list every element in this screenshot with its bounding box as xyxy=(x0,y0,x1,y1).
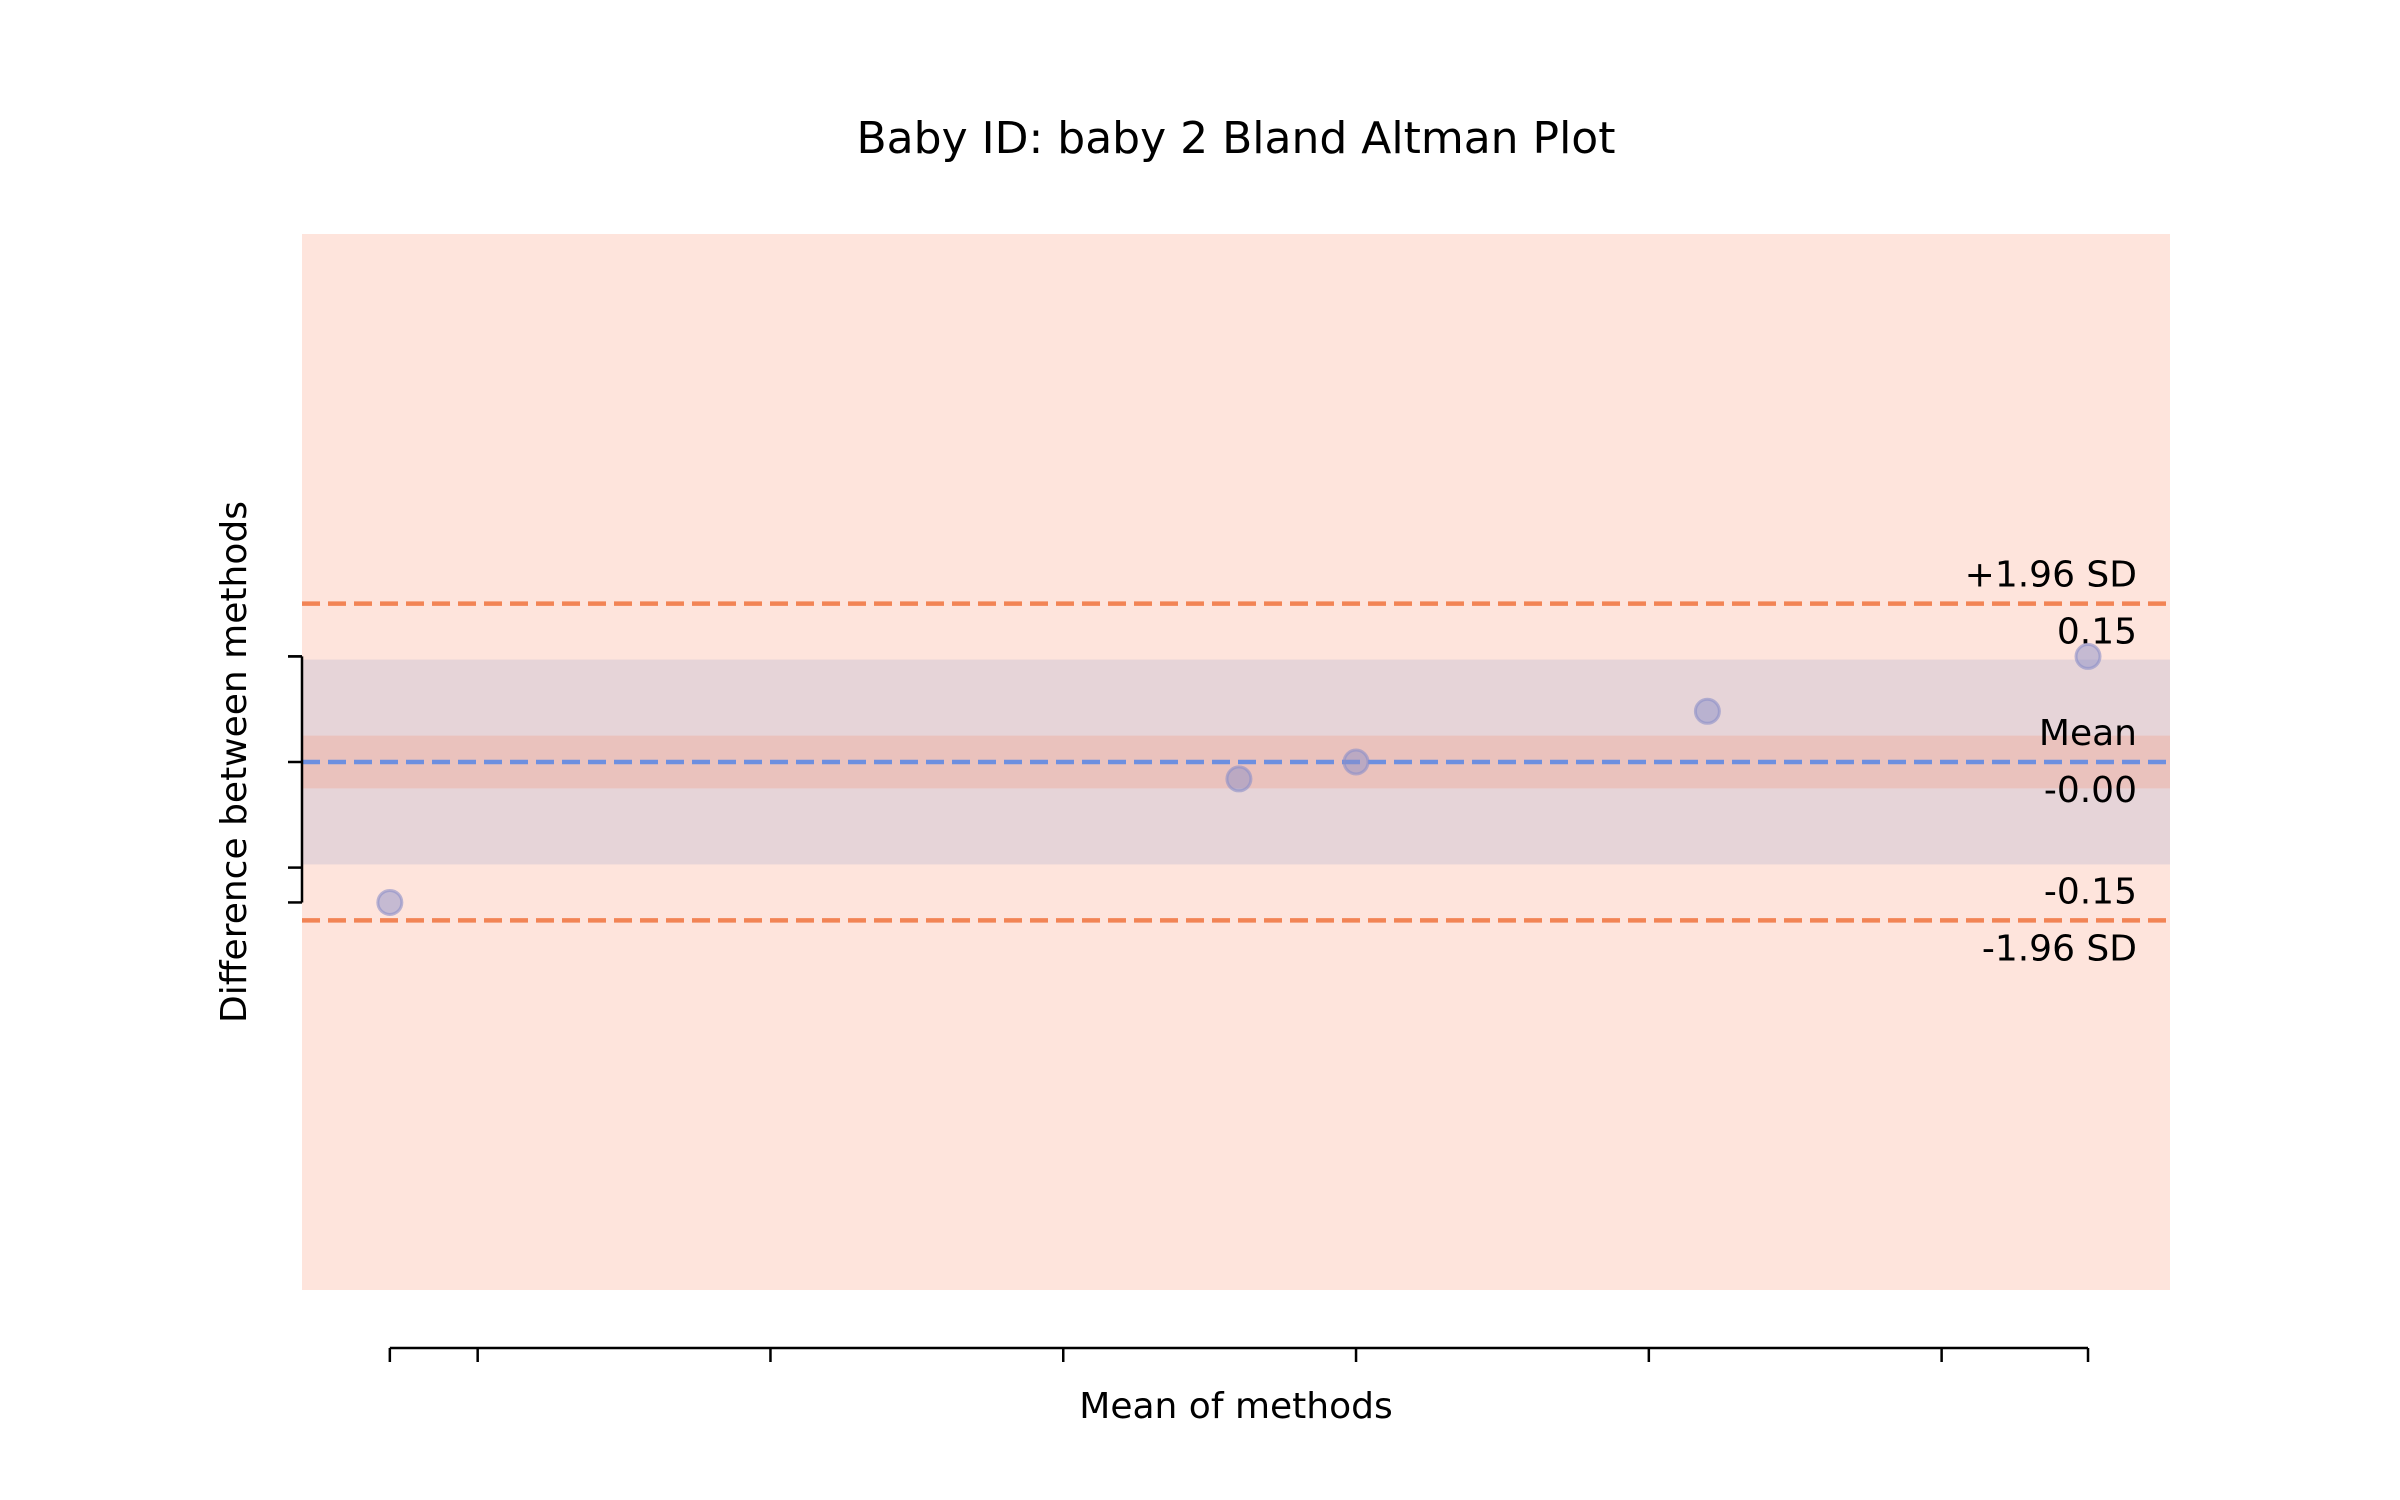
data-point xyxy=(1225,765,1253,793)
upper-loa-label: +1.96 SD xyxy=(1965,555,2137,596)
upper-loa-value: 0.15 xyxy=(2057,612,2137,653)
lower-loa-label: -1.96 SD xyxy=(1982,928,2137,969)
x-axis xyxy=(388,1346,2090,1362)
annotations: +1.96 SD 0.15 Mean -0.00 -0.15 -1.96 SD xyxy=(1965,555,2137,970)
x-axis-label: Mean of methods xyxy=(1079,1386,1392,1427)
data-point xyxy=(2074,642,2102,670)
lower-loa-value: -0.15 xyxy=(2044,871,2137,912)
data-point xyxy=(1693,697,1721,725)
data-point xyxy=(1342,748,1370,776)
y-axis xyxy=(288,655,304,904)
mean-value: -0.00 xyxy=(2044,770,2137,811)
data-points xyxy=(376,642,2102,916)
data-point xyxy=(376,888,404,916)
mean-label: Mean xyxy=(2039,713,2137,754)
plot-area xyxy=(302,234,2170,1290)
chart-title: Baby ID: baby 2 Bland Altman Plot xyxy=(857,113,1616,164)
y-axis-label: Difference between methods xyxy=(214,501,255,1023)
